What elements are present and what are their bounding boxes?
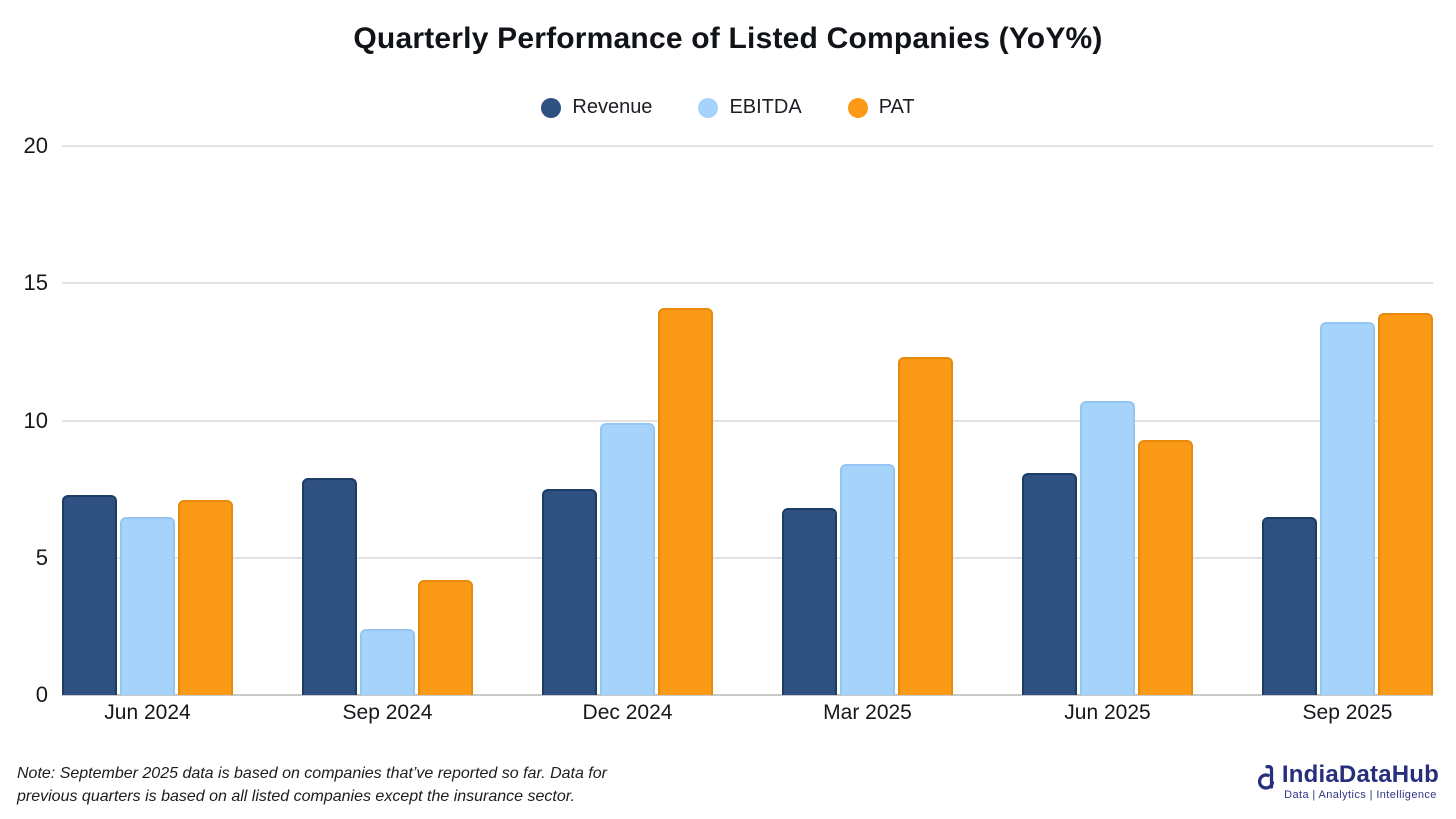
bar-ebitda-jun-2024: [120, 516, 175, 695]
gridline-15: [62, 282, 1433, 285]
bar-group-jun-2025: [1022, 401, 1193, 695]
bar-revenue-dec-2024: [542, 489, 597, 695]
logo-text-block: IndiaDataHub Data | Analytics | Intellig…: [1281, 761, 1439, 802]
bar-pat-sep-2025: [1378, 313, 1433, 695]
plot-area: [62, 145, 1433, 696]
bar-ebitda-mar-2025: [840, 464, 895, 695]
y-tick-label-5: 5: [35, 544, 48, 570]
legend-item-pat: PAT: [847, 96, 915, 119]
x-tick-label-sep-2025: Sep 2025: [1302, 701, 1393, 724]
bar-revenue-sep-2025: [1262, 516, 1317, 695]
bar-revenue-mar-2025: [782, 508, 837, 695]
bar-pat-dec-2024: [658, 307, 713, 695]
x-tick-label-mar-2025: Mar 2025: [823, 701, 912, 724]
bar-group-dec-2024: [542, 307, 713, 695]
x-tick-label-jun-2024: Jun 2024: [104, 701, 191, 724]
logo-name: IndiaDataHub: [1281, 761, 1439, 788]
indiadatahub-logo-icon: [1257, 765, 1275, 790]
legend-label-revenue: Revenue: [572, 96, 653, 118]
footnote: Note: September 2025 data is based on co…: [17, 762, 677, 808]
bar-group-sep-2024: [302, 478, 473, 695]
gridline-0: [62, 694, 1433, 696]
bar-group-jun-2024: [62, 494, 233, 695]
legend-label-pat: PAT: [878, 96, 915, 118]
legend-label-ebitda: EBITDA: [729, 96, 802, 118]
bar-pat-jun-2025: [1138, 439, 1193, 695]
x-tick-label-jun-2025: Jun 2025: [1064, 701, 1151, 724]
y-axis: 0 5 10 15 20: [0, 135, 48, 706]
indiadatahub-logo: IndiaDataHub Data | Analytics | Intellig…: [1257, 761, 1439, 802]
bar-group-mar-2025: [782, 357, 953, 695]
gridline-20: [62, 145, 1433, 147]
y-tick-label-20: 20: [23, 133, 48, 158]
x-tick-label-dec-2024: Dec 2024: [582, 701, 673, 724]
footnote-line-2: previous quarters is based on all listed…: [17, 788, 575, 805]
bar-revenue-jun-2025: [1022, 472, 1077, 695]
bar-ebitda-sep-2025: [1320, 321, 1375, 695]
footnote-line-1: Note: September 2025 data is based on co…: [17, 765, 607, 782]
bar-group-sep-2025: [1262, 313, 1433, 695]
y-tick-label-0: 0: [35, 682, 48, 707]
x-axis: Jun 2024 Sep 2024 Dec 2024 Mar 2025 Jun 2025…: [62, 701, 1433, 725]
legend-item-revenue: Revenue: [541, 96, 652, 119]
chart-legend: Revenue EBITDA PAT: [0, 96, 1456, 119]
gridline-10: [62, 419, 1433, 422]
bar-pat-mar-2025: [898, 357, 953, 695]
chart-title: Quarterly Performance of Listed Companie…: [353, 22, 1103, 55]
y-tick-label-15: 15: [23, 270, 48, 296]
bar-revenue-jun-2024: [62, 494, 117, 695]
revenue-dot-icon: [541, 97, 562, 118]
x-tick-label-sep-2024: Sep 2024: [342, 701, 433, 724]
bar-pat-sep-2024: [418, 579, 473, 695]
bar-groups: [62, 146, 1433, 695]
y-tick-label-10: 10: [23, 407, 48, 433]
pat-dot-icon: [847, 97, 868, 118]
bar-revenue-sep-2024: [302, 478, 357, 695]
bar-pat-jun-2024: [178, 500, 233, 695]
bar-ebitda-jun-2025: [1080, 401, 1135, 695]
gridline-5: [62, 556, 1433, 559]
bar-ebitda-sep-2024: [360, 629, 415, 695]
ebitda-dot-icon: [698, 97, 719, 118]
legend-item-ebitda: EBITDA: [698, 96, 802, 119]
bar-ebitda-dec-2024: [600, 423, 655, 695]
logo-tagline: Data | Analytics | Intelligence: [1284, 789, 1437, 801]
